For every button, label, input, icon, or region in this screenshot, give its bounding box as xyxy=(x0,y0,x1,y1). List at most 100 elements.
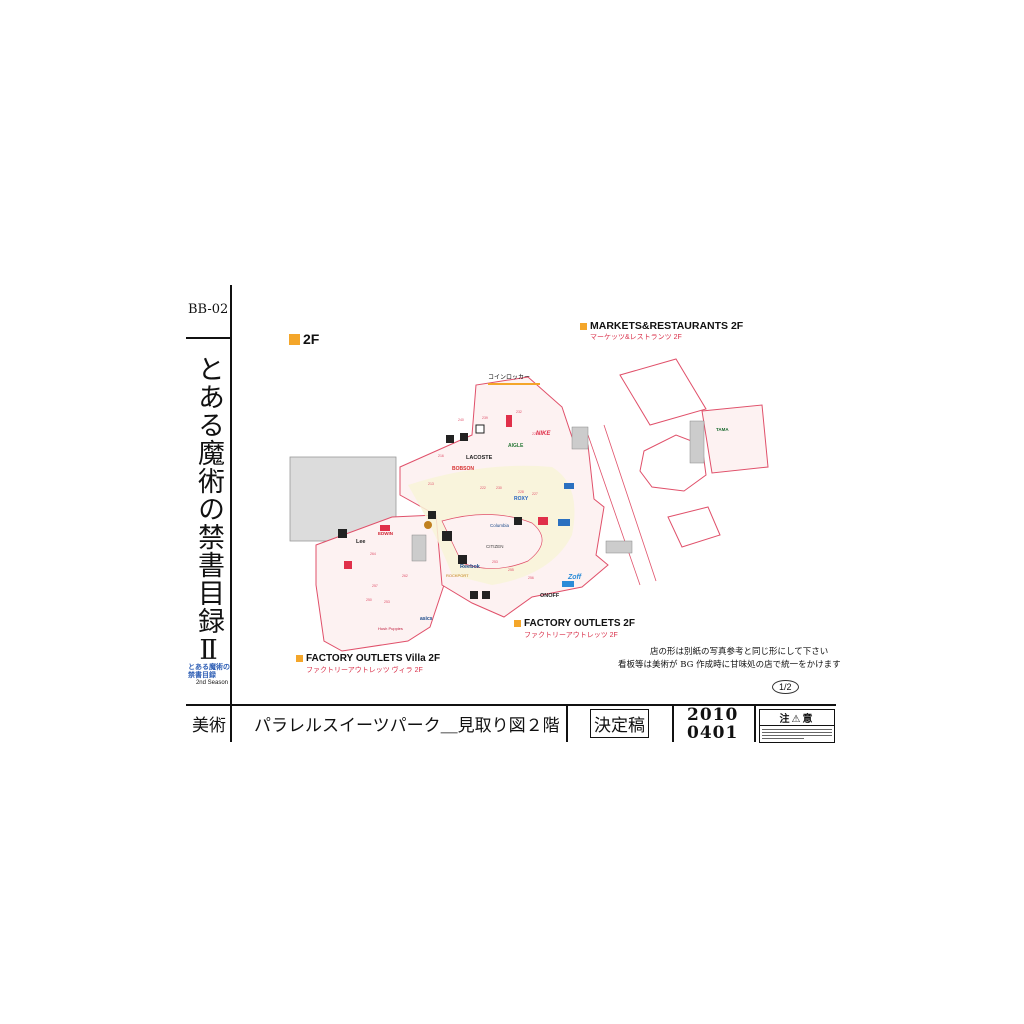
svg-text:262: 262 xyxy=(402,574,408,578)
store-hushpuppies: Hush Puppies xyxy=(378,626,403,631)
store-block-black-2 xyxy=(428,511,436,519)
store-block-red-1 xyxy=(506,415,512,427)
outlets-title: FACTORY OUTLETS 2F xyxy=(524,618,635,629)
store-block-red-4 xyxy=(538,517,548,525)
store-block-red-3 xyxy=(344,561,352,569)
villa-square xyxy=(296,655,303,662)
svg-text:239: 239 xyxy=(482,416,488,420)
store-edwin: EDWIN xyxy=(378,531,393,536)
store-rockport: ROCKPORT xyxy=(446,573,469,578)
outlets-label: FACTORY OUTLETS 2F xyxy=(514,618,635,629)
escalator-4 xyxy=(689,420,705,464)
department-label: 美術 xyxy=(192,716,226,736)
series-logo: とある魔術の禁書目録 2nd Season xyxy=(188,664,230,694)
floor-map: AIGLE NIKE LACOSTE BOBSON ROXY Columbia … xyxy=(289,358,769,652)
markets-square xyxy=(580,322,587,330)
store-block-blue-1 xyxy=(564,483,574,489)
series-logo-title: とある魔術の禁書目録 xyxy=(188,664,230,679)
store-reebok: Reebok xyxy=(460,564,481,570)
floor-badge-square xyxy=(289,333,300,345)
villa-label: FACTORY OUTLETS Villa 2F xyxy=(296,653,440,664)
series-logo-season: 2nd Season xyxy=(195,680,228,686)
bridge-line-1 xyxy=(587,434,641,586)
stair-icon-3 xyxy=(338,529,347,538)
caution-box: 注⚠意 xyxy=(759,709,835,743)
stair-icon-1 xyxy=(442,531,452,541)
svg-text:253: 253 xyxy=(492,560,498,564)
store-roxy: ROXY xyxy=(514,496,529,502)
store-block-blue-3 xyxy=(558,519,570,526)
frame-bottom-line xyxy=(186,704,836,706)
store-block-black-1 xyxy=(514,517,522,525)
toilet-icon-2 xyxy=(470,591,478,599)
market-building-1 xyxy=(619,358,707,426)
frame-divider-2 xyxy=(672,706,674,742)
escalator-3 xyxy=(411,534,427,562)
svg-text:256: 256 xyxy=(528,576,534,580)
series-title: とある魔術の禁書目録Ⅱ xyxy=(193,355,224,667)
markets-subtitle: マーケッツ&レストランツ 2F xyxy=(590,334,682,341)
store-tamahome: TAMA xyxy=(716,427,729,432)
store-columbia: Columbia xyxy=(490,523,510,528)
note-line-2: 看板等は美術が BG 作成時に甘味処の店で統一をかけます xyxy=(618,660,841,670)
coin-locker-title: コインロッカー xyxy=(488,375,531,381)
store-citizen: CITIZEN xyxy=(486,544,504,549)
svg-text:257: 257 xyxy=(372,584,378,588)
svg-text:228: 228 xyxy=(518,490,524,494)
locker-icon xyxy=(475,424,485,434)
market-building-tamahome xyxy=(701,404,769,474)
store-nike: NIKE xyxy=(536,431,551,437)
escalator-2 xyxy=(605,540,633,554)
bridge-line-2 xyxy=(603,424,657,582)
markets-title: MARKETS&RESTAURANTS 2F xyxy=(590,320,744,332)
villa-title: FACTORY OUTLETS Villa 2F xyxy=(306,653,441,664)
floor-badge: 2F xyxy=(289,331,319,347)
svg-text:240: 240 xyxy=(458,418,464,422)
store-badge-star xyxy=(424,521,432,529)
svg-text:225: 225 xyxy=(532,432,538,436)
store-aigle: AIGLE xyxy=(508,443,524,449)
frame-divider-1 xyxy=(566,706,568,742)
date-year: 2010 xyxy=(687,705,739,725)
store-block-red-2 xyxy=(380,525,390,531)
markets-label: MARKETS&RESTAURANTS 2F xyxy=(580,320,743,332)
svg-text:255: 255 xyxy=(508,568,514,572)
store-onoff: ONOFF xyxy=(540,593,560,599)
store-bobson: BOBSON xyxy=(452,466,474,472)
coin-locker-label: コインロッカー xyxy=(488,372,558,385)
note-line-1: 店の形は別紙の写真参考と同じ形にして下さい xyxy=(650,647,829,657)
villa-subtitle: ファクトリーアウトレッツ ヴィラ 2F xyxy=(306,667,423,674)
svg-text:222: 222 xyxy=(480,486,486,490)
svg-text:250: 250 xyxy=(366,598,372,602)
outlets-subtitle: ファクトリーアウトレッツ 2F xyxy=(524,632,618,639)
market-building-3 xyxy=(667,506,721,548)
sheet-code: BB-02 xyxy=(188,302,229,317)
drawing-name: パラレルスイーツパーク＿見取り図２階 xyxy=(254,716,560,736)
toilet-icon-3 xyxy=(482,591,490,599)
store-block-blue-2 xyxy=(562,581,574,587)
svg-text:253: 253 xyxy=(384,600,390,604)
svg-text:216: 216 xyxy=(438,454,444,458)
market-building-round xyxy=(639,434,707,492)
caution-label: 注⚠意 xyxy=(760,710,834,726)
stair-icon-2 xyxy=(458,555,467,564)
store-asics: asics xyxy=(420,616,433,622)
svg-text:230: 230 xyxy=(496,486,502,490)
store-lee: Lee xyxy=(356,539,365,545)
svg-text:232: 232 xyxy=(516,410,522,414)
escalator-1 xyxy=(571,426,589,450)
svg-text:227: 227 xyxy=(532,492,538,496)
toilet-icon xyxy=(446,435,454,443)
caution-fine-print xyxy=(760,726,834,742)
frame-code-divider xyxy=(186,337,232,339)
status-stamp: 決定稿 xyxy=(590,709,649,738)
page-mark: 1/2 xyxy=(772,680,799,694)
date-month-day: 0401 xyxy=(687,723,739,743)
frame-divider-3 xyxy=(754,706,756,742)
svg-text:264: 264 xyxy=(370,552,376,556)
outlets-square xyxy=(514,620,521,627)
svg-text:213: 213 xyxy=(428,482,434,486)
coin-locker-fee-bar xyxy=(488,383,540,385)
store-zoff: Zoff xyxy=(567,574,582,581)
